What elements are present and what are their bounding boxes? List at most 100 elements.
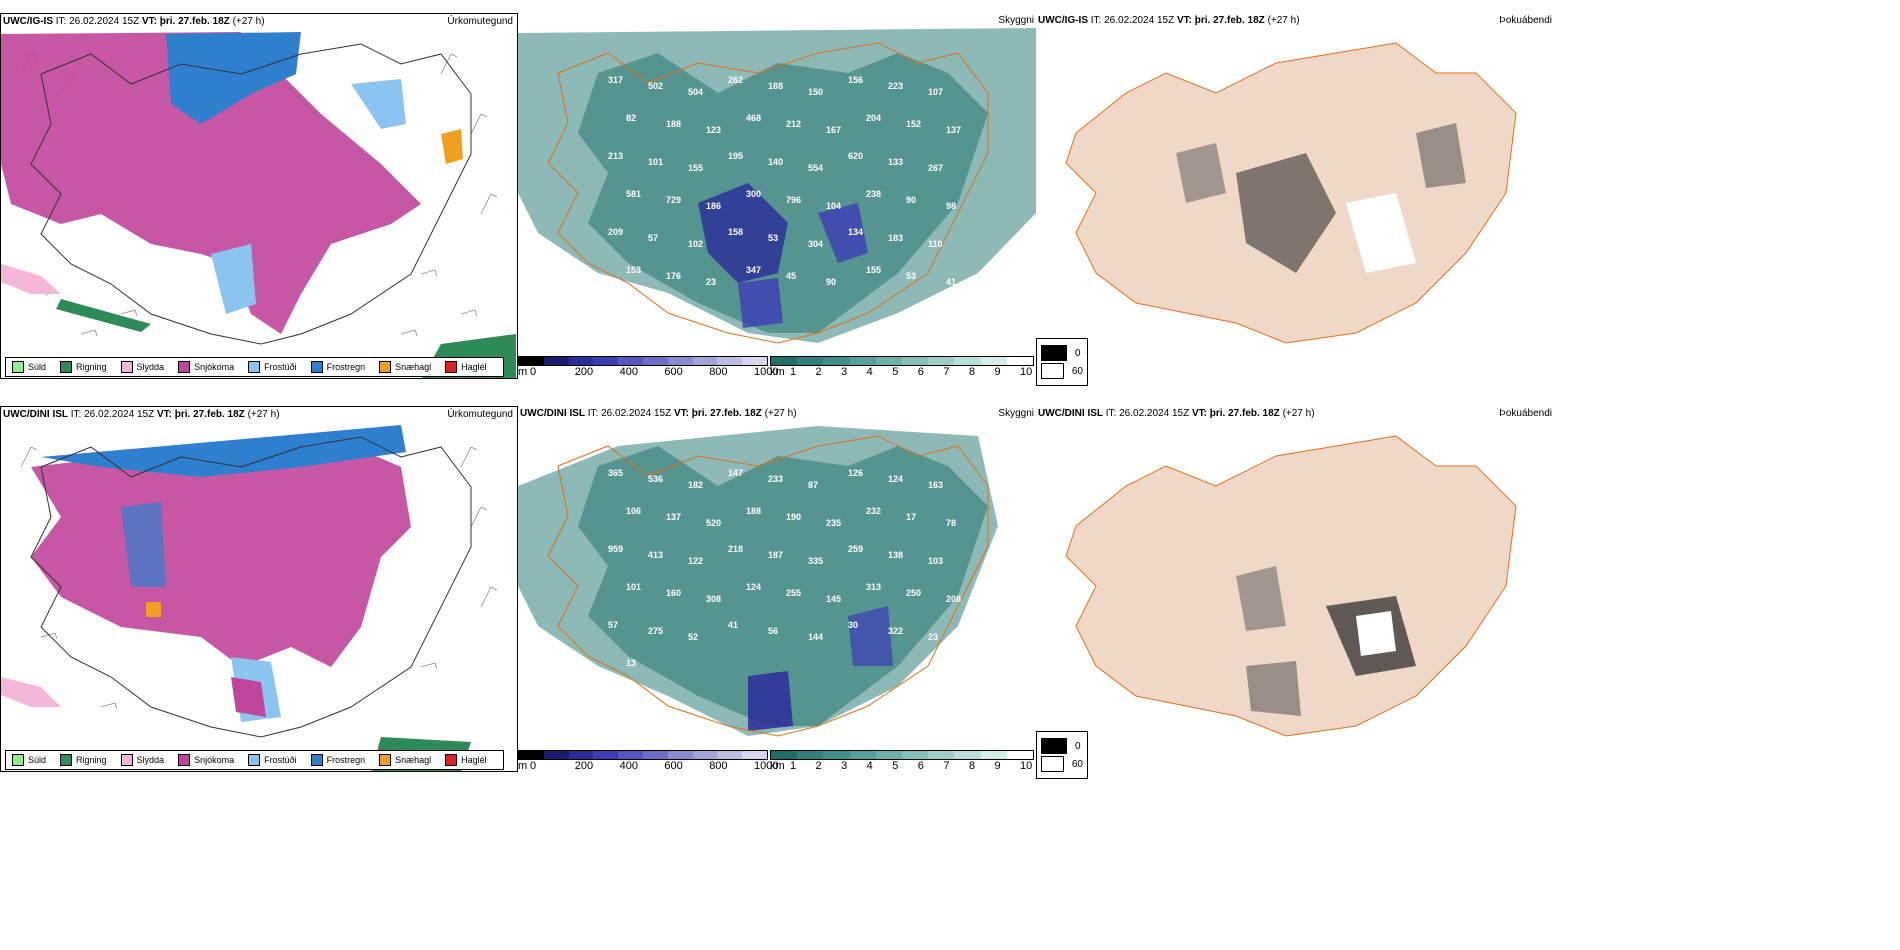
visibility-value-label: 57 xyxy=(608,620,618,630)
fog-legend-row2: 0 60 xyxy=(1036,731,1088,779)
visibility-value-label: 218 xyxy=(728,544,743,554)
visibility-value-label: 313 xyxy=(866,582,881,592)
visibility-value-label: 23 xyxy=(928,632,938,642)
legend-item: Frostúði xyxy=(248,361,297,373)
legend-item: Rigning xyxy=(60,754,107,766)
legend-item: Frostúði xyxy=(248,754,297,766)
visibility-value-label: 729 xyxy=(666,195,681,205)
visibility-value-label: 308 xyxy=(706,594,721,604)
visibility-value-label: 87 xyxy=(808,480,818,490)
scale-tick-label: 0 xyxy=(530,760,537,772)
scale-colors xyxy=(518,356,768,366)
vt-value: þri. 27.feb. 18Z xyxy=(691,408,762,419)
scale-tick-label: 400 xyxy=(619,366,638,378)
fog-title-row2: UWC/DINI ISL IT: 26.02.2024 15Z VT: þri.… xyxy=(1038,408,1315,419)
visibility-value-label: 41 xyxy=(728,620,738,630)
visibility-value-label: 150 xyxy=(808,87,823,97)
scale-swatch xyxy=(543,751,569,759)
visibility-value-label: 176 xyxy=(666,271,681,281)
it-label: IT: xyxy=(1090,15,1102,26)
fog-legend-label: 60 xyxy=(1071,365,1083,377)
vt-label: VT: xyxy=(156,409,172,420)
visibility-value-label: 208 xyxy=(946,594,961,604)
visibility-value-label: 317 xyxy=(608,75,623,85)
visibility-value-label: 620 xyxy=(848,151,863,161)
scale-tick-label: 4 xyxy=(866,760,873,772)
visibility-value-label: 581 xyxy=(626,189,641,199)
fog-legend-swatch xyxy=(1041,345,1067,361)
visibility-value-label: 204 xyxy=(866,113,881,123)
visibility-panel-row2: 365 536 182 147 233 87 126 124 163 106 137 520 188 19… xyxy=(518,406,1036,772)
precip-map-row1 xyxy=(1,32,516,378)
scale-swatch xyxy=(742,357,767,365)
fog-panel-row2: UWC/DINI ISL IT: 26.02.2024 15Z VT: þri.… xyxy=(1036,406,1556,772)
fog-legend-label: 0 xyxy=(1075,740,1081,752)
scale-tick-label: 4 xyxy=(866,366,873,378)
precip-title-row2: UWC/DINI ISL IT: 26.02.2024 15Z VT: þri.… xyxy=(3,409,280,420)
visibility-value-label: 94 xyxy=(608,303,618,313)
scale-colors xyxy=(770,750,1034,760)
visibility-value-label: 188 xyxy=(746,506,761,516)
visibility-map-row2: 365 536 182 147 233 87 126 124 163 106 137 520 188 19… xyxy=(518,426,998,737)
visibility-value-label: 365 xyxy=(608,468,623,478)
scale-swatch xyxy=(717,751,743,759)
precip-title-row1: UWC/IG-IS IT: 26.02.2024 15Z VT: þri. 27… xyxy=(3,16,265,27)
it-value: 26.02.2024 15Z xyxy=(69,16,140,27)
visibility-value-label: 124 xyxy=(888,474,903,484)
scale-swatch xyxy=(928,751,955,759)
visibility-value-label: 82 xyxy=(626,113,636,123)
legend-swatch xyxy=(445,754,458,766)
visibility-value-label: 152 xyxy=(906,119,921,129)
vt-label: VT: xyxy=(1191,408,1207,419)
visibility-value-label: 53 xyxy=(906,271,916,281)
visibility-value-label: 255 xyxy=(786,588,801,598)
legend-item: Frostregn xyxy=(310,754,366,766)
visibility-value-label: 275 xyxy=(648,626,663,636)
scale-tick-label: 6 xyxy=(917,366,924,378)
scale-colors xyxy=(518,750,768,760)
visibility-value-label: 158 xyxy=(728,227,743,237)
scale-swatch xyxy=(692,357,718,365)
vt-label: VT: xyxy=(1176,15,1192,26)
legend-label: Frostregn xyxy=(326,755,366,765)
scale-tick-label: 9 xyxy=(994,366,1001,378)
fog-legend-item: 60 xyxy=(1041,363,1083,379)
visibility-value-label: 134 xyxy=(848,227,863,237)
visibility-value-label: 413 xyxy=(648,550,663,560)
visibility-value-label: 190 xyxy=(786,512,801,522)
legend-item: Rigning xyxy=(60,361,107,373)
scale-swatch xyxy=(692,751,718,759)
fog-panel-name-row2: Þokuábendi xyxy=(1499,408,1552,419)
visibility-value-label: 53 xyxy=(768,233,778,243)
visibility-panel-name-row1: Skyggni xyxy=(998,15,1034,26)
visibility-value-label: 796 xyxy=(786,195,801,205)
legend-swatch xyxy=(12,754,24,766)
scale-swatch xyxy=(928,357,955,365)
scale-swatch xyxy=(519,751,544,759)
scale-swatch xyxy=(849,751,876,759)
scale-ticks: m 0 200 400 600 800 1000 xyxy=(518,366,778,378)
fog-panel-row1: UWC/IG-IS IT: 26.02.2024 15Z VT: þri. 27… xyxy=(1036,13,1556,379)
scale-swatch xyxy=(797,751,824,759)
scale-tick-label: 10 xyxy=(1020,366,1033,378)
legend-swatch xyxy=(248,361,261,373)
scale-swatch xyxy=(823,751,850,759)
scale-swatch xyxy=(642,751,668,759)
legend-label: Frostúði xyxy=(264,362,297,372)
visibility-scale-km-row2: km 1 2 3 4 5 6 7 8 9 10 xyxy=(770,750,1034,772)
scale-swatch xyxy=(667,357,693,365)
visibility-value-label: 502 xyxy=(648,81,663,91)
legend-item: Slydda xyxy=(120,361,164,373)
visibility-value-label: 137 xyxy=(946,125,961,135)
visibility-value-label: 262 xyxy=(728,75,743,85)
legend-label: Frostregn xyxy=(326,362,366,372)
model-name: UWC/DINI ISL xyxy=(520,408,585,419)
scale-swatch xyxy=(519,357,544,365)
visibility-value-label: 78 xyxy=(946,518,956,528)
visibility-value-label: 188 xyxy=(666,119,681,129)
visibility-value-label: 126 xyxy=(848,468,863,478)
visibility-value-label: 140 xyxy=(768,157,783,167)
visibility-value-label: 102 xyxy=(688,239,703,249)
legend-item: Súld xyxy=(12,361,46,373)
precip-type-panel-row2: UWC/DINI ISL IT: 26.02.2024 15Z VT: þri.… xyxy=(0,406,518,772)
